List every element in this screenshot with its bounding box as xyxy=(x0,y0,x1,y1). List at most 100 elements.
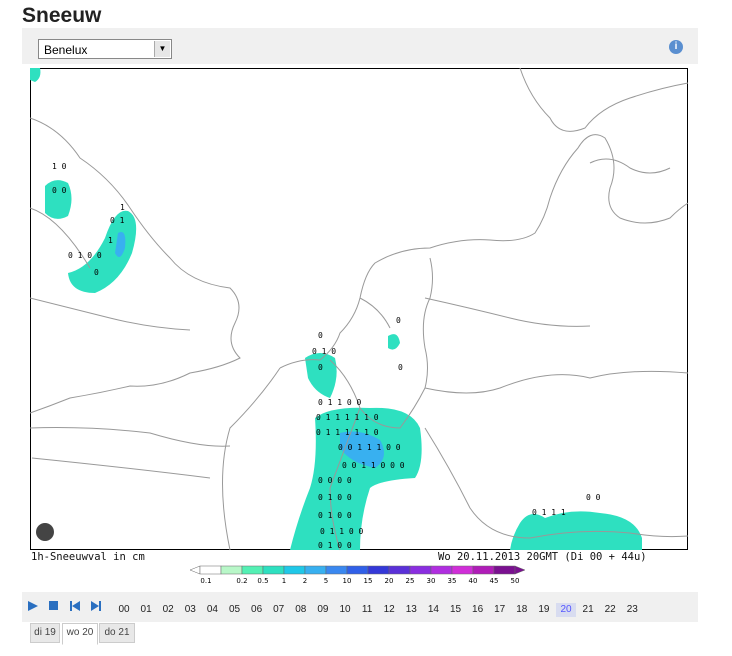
legend-swatch xyxy=(220,565,243,575)
hour-button[interactable]: 09 xyxy=(317,604,329,615)
hour-button[interactable]: 12 xyxy=(383,604,395,615)
legend-label: 2 xyxy=(303,577,307,585)
coastlines xyxy=(30,68,689,551)
snow-area xyxy=(290,407,422,550)
legend: 0.1 0.2 0.5 1 2 5 10 15 20 25 30 35 40 45 50 xyxy=(189,565,526,585)
first-button[interactable] xyxy=(69,600,81,612)
map-label: 0 xyxy=(94,268,99,277)
map-label: 0 1 0 0 xyxy=(318,541,352,550)
hour-button[interactable]: 08 xyxy=(295,604,307,615)
stop-button[interactable] xyxy=(48,600,60,612)
hour-button[interactable]: 10 xyxy=(339,604,351,615)
map-label: 0 0 xyxy=(52,186,67,195)
hour-button[interactable]: 02 xyxy=(162,604,174,615)
map-labels: 1 0 0 0 1 0 1 1 0 1 0 0 0 0 0 1 0 0 0 0 1 1 0 0 0 1 … xyxy=(52,162,601,550)
legend-label: 0.1 xyxy=(200,577,211,585)
map-label: 0 1 1 1 xyxy=(532,508,566,517)
map-label: 1 xyxy=(108,236,113,245)
legend-label: 0.2 xyxy=(236,577,247,585)
legend-label: 35 xyxy=(448,577,457,585)
map-label: 0 xyxy=(318,363,323,372)
legend-swatch xyxy=(241,565,264,575)
hour-button[interactable]: 21 xyxy=(582,604,594,615)
hour-button[interactable]: 23 xyxy=(626,604,638,615)
hour-button[interactable]: 16 xyxy=(472,604,484,615)
legend-label: 50 xyxy=(511,577,520,585)
map-label: 0 1 0 0 xyxy=(318,511,352,520)
map-label: 0 0 0 0 xyxy=(318,476,352,485)
map-label: 0 1 0 0 xyxy=(68,251,102,260)
region-select[interactable]: Benelux ▼ xyxy=(38,39,172,59)
legend-label: 10 xyxy=(343,577,352,585)
legend-arrow-right xyxy=(514,565,526,575)
hour-button[interactable]: 20 xyxy=(556,603,576,617)
legend-swatch xyxy=(199,565,222,575)
map-caption-left: 1h-Sneeuwval in cm xyxy=(31,551,145,563)
map-label: 0 1 0 0 xyxy=(318,493,352,502)
day-tab[interactable]: do 21 xyxy=(99,623,135,643)
snow-area xyxy=(68,210,137,293)
legend-swatch xyxy=(409,565,432,575)
map-caption-right: Wo 20.11.2013 20GMT (Di 00 + 44u) xyxy=(438,551,647,563)
map-label: 0 xyxy=(318,331,323,340)
controls-bar xyxy=(22,592,698,622)
hour-button[interactable]: 06 xyxy=(251,604,263,615)
snow-area xyxy=(45,180,72,219)
legend-label: 0.5 xyxy=(257,577,268,585)
legend-swatch xyxy=(472,565,495,575)
legend-label: 20 xyxy=(385,577,394,585)
legend-swatch xyxy=(367,565,390,575)
hour-button[interactable]: 07 xyxy=(273,604,285,615)
legend-arrow-left xyxy=(189,565,201,575)
snow-areas xyxy=(30,68,642,550)
hour-button[interactable]: 19 xyxy=(538,604,550,615)
snow-area xyxy=(30,68,41,82)
legend-label: 25 xyxy=(406,577,415,585)
legend-label: 30 xyxy=(427,577,436,585)
snow-area xyxy=(115,232,126,257)
hour-button[interactable]: 04 xyxy=(206,604,218,615)
hour-button[interactable]: 14 xyxy=(427,604,439,615)
select-arrow[interactable]: ▼ xyxy=(154,41,170,57)
hour-button[interactable]: 17 xyxy=(494,604,506,615)
hour-button[interactable]: 22 xyxy=(604,604,616,615)
legend-label: 40 xyxy=(469,577,478,585)
hour-button[interactable]: 01 xyxy=(140,604,152,615)
legend-label: 15 xyxy=(364,577,373,585)
legend-swatch xyxy=(346,565,369,575)
last-button[interactable] xyxy=(90,600,102,612)
map-label: 0 xyxy=(396,316,401,325)
map-label: 0 0 xyxy=(586,493,601,502)
legend-label: 5 xyxy=(324,577,328,585)
legend-swatch xyxy=(430,565,453,575)
hour-button[interactable]: 15 xyxy=(449,604,462,615)
map-label: 0 0 1 1 1 0 0 xyxy=(338,443,401,452)
legend-label: 45 xyxy=(490,577,499,585)
legend-swatch xyxy=(451,565,474,575)
play-button[interactable] xyxy=(27,600,39,612)
map-label: 1 xyxy=(120,203,125,212)
map-label: 0 1 0 xyxy=(312,347,336,356)
loading-spinner xyxy=(36,523,54,541)
snow-area xyxy=(510,511,642,550)
hour-button[interactable]: 18 xyxy=(516,604,528,615)
snow-area xyxy=(305,353,337,398)
hour-button[interactable]: 13 xyxy=(405,604,417,615)
snow-area xyxy=(388,334,400,350)
select-value: Benelux xyxy=(44,43,88,57)
map-label: 0 1 1 0 0 xyxy=(318,398,362,407)
map-label: 0 0 1 1 0 0 0 xyxy=(342,461,405,470)
day-tab[interactable]: di 19 xyxy=(30,623,60,643)
page-title: Sneeuw xyxy=(22,4,102,27)
day-tab[interactable]: wo 20 xyxy=(62,623,98,645)
map-label: 0 1 1 1 1 1 0 xyxy=(316,413,379,422)
legend-swatch xyxy=(283,565,306,575)
hour-button[interactable]: 00 xyxy=(118,604,130,615)
legend-label: 1 xyxy=(282,577,286,585)
hour-button[interactable]: 03 xyxy=(184,604,196,615)
hour-button[interactable]: 05 xyxy=(228,604,241,615)
info-icon[interactable]: i xyxy=(669,40,683,54)
map-label: 0 1 1 0 0 xyxy=(320,527,364,536)
hour-button[interactable]: 11 xyxy=(361,604,373,615)
